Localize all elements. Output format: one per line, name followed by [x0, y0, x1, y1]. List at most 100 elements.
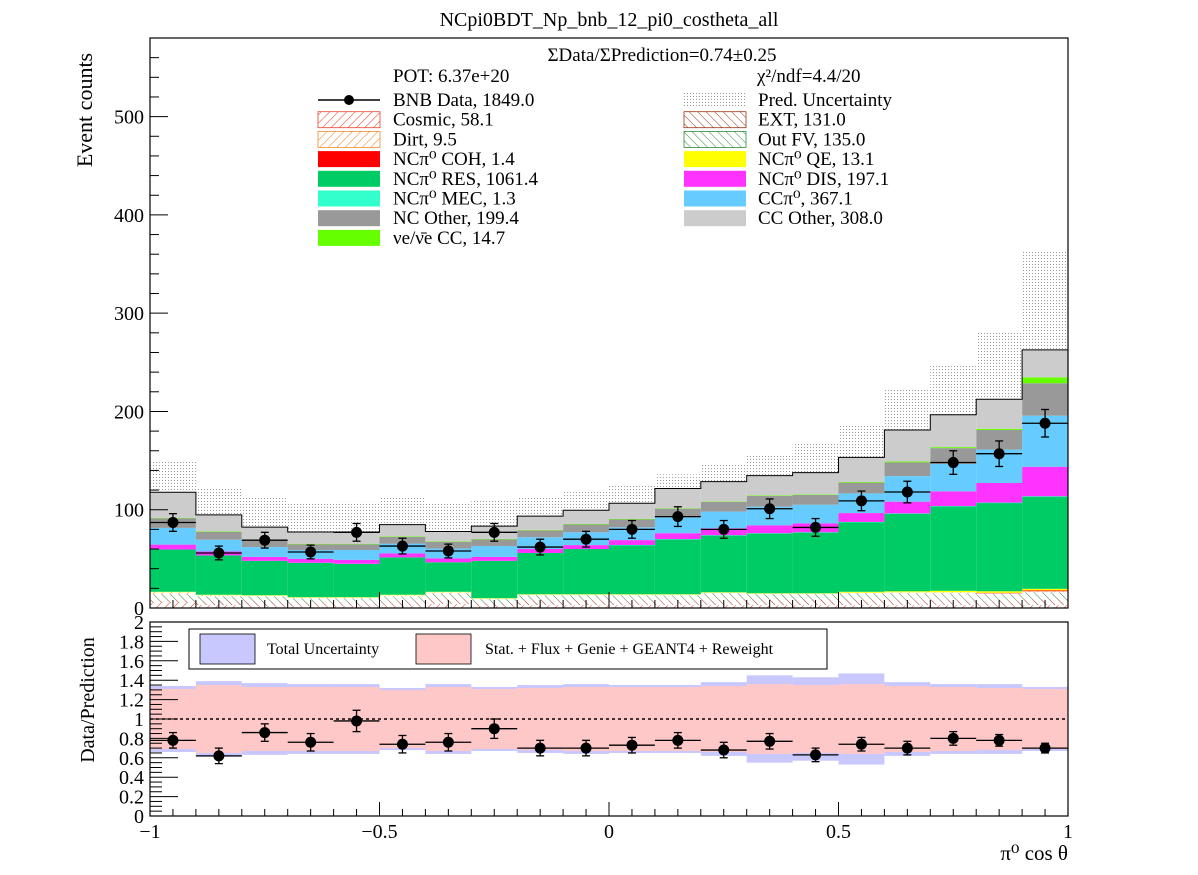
stack-bar	[287, 562, 334, 598]
y-tick-label: 200	[114, 401, 144, 423]
stack-bar	[884, 513, 931, 514]
stack-bar	[379, 596, 426, 602]
stack-bar	[746, 525, 793, 534]
stack-bar	[609, 594, 655, 595]
legend-swatch	[318, 170, 380, 187]
data-point	[259, 534, 271, 546]
legend-label: NCπ⁰ QE, 13.1	[758, 149, 874, 170]
stack-bar	[609, 540, 655, 546]
legend-label: NCπ⁰ RES, 1061.4	[393, 169, 538, 190]
stack-bar	[563, 549, 609, 595]
stack-bar	[746, 533, 793, 594]
ratio-y-tick-label: 0.6	[119, 748, 144, 770]
stack-bar	[930, 506, 977, 507]
stack-bar	[425, 562, 472, 592]
stack-bar	[838, 593, 885, 600]
stack-bar	[241, 560, 288, 596]
legend-label: Out FV, 135.0	[758, 129, 865, 150]
legend-swatch	[684, 151, 746, 168]
ratio-point	[488, 723, 500, 735]
legend-label: NCπ⁰ MEC, 1.3	[393, 189, 516, 210]
data-point	[764, 503, 776, 515]
stack-bar	[241, 595, 288, 596]
stack-bar	[517, 552, 564, 595]
data-point	[396, 540, 408, 552]
stack-bar	[1022, 590, 1068, 592]
main-histogram-panel: 0 100 200 300 400 500 NCpi0BDT_Np_bnb_12_pi0_…	[72, 9, 1069, 620]
stack-bar	[425, 592, 472, 594]
ratio-y-tick-label: 1.6	[119, 651, 144, 673]
ratio-point	[718, 744, 730, 756]
ratio-point	[993, 734, 1005, 746]
stack-bar	[654, 594, 701, 595]
stack-bar	[425, 558, 472, 563]
stack-bar	[792, 532, 839, 594]
stack-bar	[241, 596, 288, 602]
stack-bar	[976, 593, 1023, 595]
ratio-plot-area	[150, 673, 1069, 765]
stack-bar	[930, 593, 977, 600]
stack-bar	[609, 518, 655, 520]
stack-bar	[976, 502, 1023, 592]
ratio-point	[947, 732, 959, 744]
x-tick-label: 0.5	[826, 821, 851, 843]
pot-text: POT: 6.37e+20	[393, 66, 509, 87]
stack-bar	[884, 592, 931, 594]
stack-bar	[792, 593, 839, 594]
stack-bar	[287, 558, 334, 563]
legend-label: NCπ⁰ COH, 1.4	[393, 149, 515, 170]
legend-swatch	[684, 210, 746, 227]
legend-swatch	[317, 111, 381, 129]
stack-bar	[333, 597, 380, 599]
x-axis-label: π⁰ cos θ	[1000, 841, 1068, 865]
ratio-point	[672, 734, 684, 746]
stack-bar	[287, 532, 334, 544]
ratio-point	[855, 738, 867, 750]
stack-bar	[517, 529, 564, 531]
stack-bar	[1022, 466, 1068, 497]
stack-bar	[563, 594, 609, 596]
stack-bar	[976, 502, 1023, 504]
stack-bar	[930, 491, 977, 507]
stack-bar	[241, 547, 288, 557]
legend-label: BNB Data, 1849.0	[393, 90, 534, 111]
stack-bar	[517, 594, 564, 596]
data-point	[580, 533, 592, 545]
prediction-total-outline	[150, 349, 1068, 533]
data-point	[167, 517, 179, 528]
data-point	[810, 521, 822, 533]
stack-bar	[976, 428, 1023, 430]
stack-bar	[884, 461, 931, 463]
stack-bar	[609, 595, 655, 601]
ratio-axes: 00.20.40.60.811.21.41.61.82−1 −0.5 0 0.5 1	[119, 612, 1073, 843]
stack-bar	[884, 501, 931, 514]
legend-swatch	[318, 151, 380, 168]
stack-bar	[150, 527, 196, 545]
stack-bar	[379, 594, 426, 596]
stack-bar	[195, 531, 242, 540]
stack-bar	[609, 545, 655, 595]
legend-swatch	[318, 229, 380, 246]
data-point	[672, 511, 684, 523]
stack-bar	[700, 501, 747, 502]
ratio-legend: Total Uncertainty Stat. + Flux + Genie +…	[188, 628, 828, 670]
y-tick-label: 400	[114, 205, 144, 227]
stack-bar	[1022, 377, 1068, 384]
stack-bar	[195, 531, 242, 533]
ratio-point	[764, 735, 776, 747]
stack-bar	[287, 597, 334, 599]
ratio-y-tick-label: 0.4	[119, 767, 144, 789]
syst-uncertainty-label: Stat. + Flux + Genie + GEANT4 + Reweight	[485, 641, 774, 658]
data-points	[150, 408, 1068, 561]
stack-bar	[425, 591, 472, 593]
data-point	[1039, 417, 1051, 429]
stack-bar	[700, 535, 747, 593]
legend-data-marker	[344, 95, 354, 105]
data-point	[442, 545, 454, 557]
stack-bar	[792, 504, 839, 524]
stack-bar	[379, 536, 426, 537]
ratio-point	[580, 742, 592, 754]
stack-bar	[150, 592, 196, 595]
stack-bar	[609, 594, 655, 596]
stack-bar	[884, 593, 931, 600]
